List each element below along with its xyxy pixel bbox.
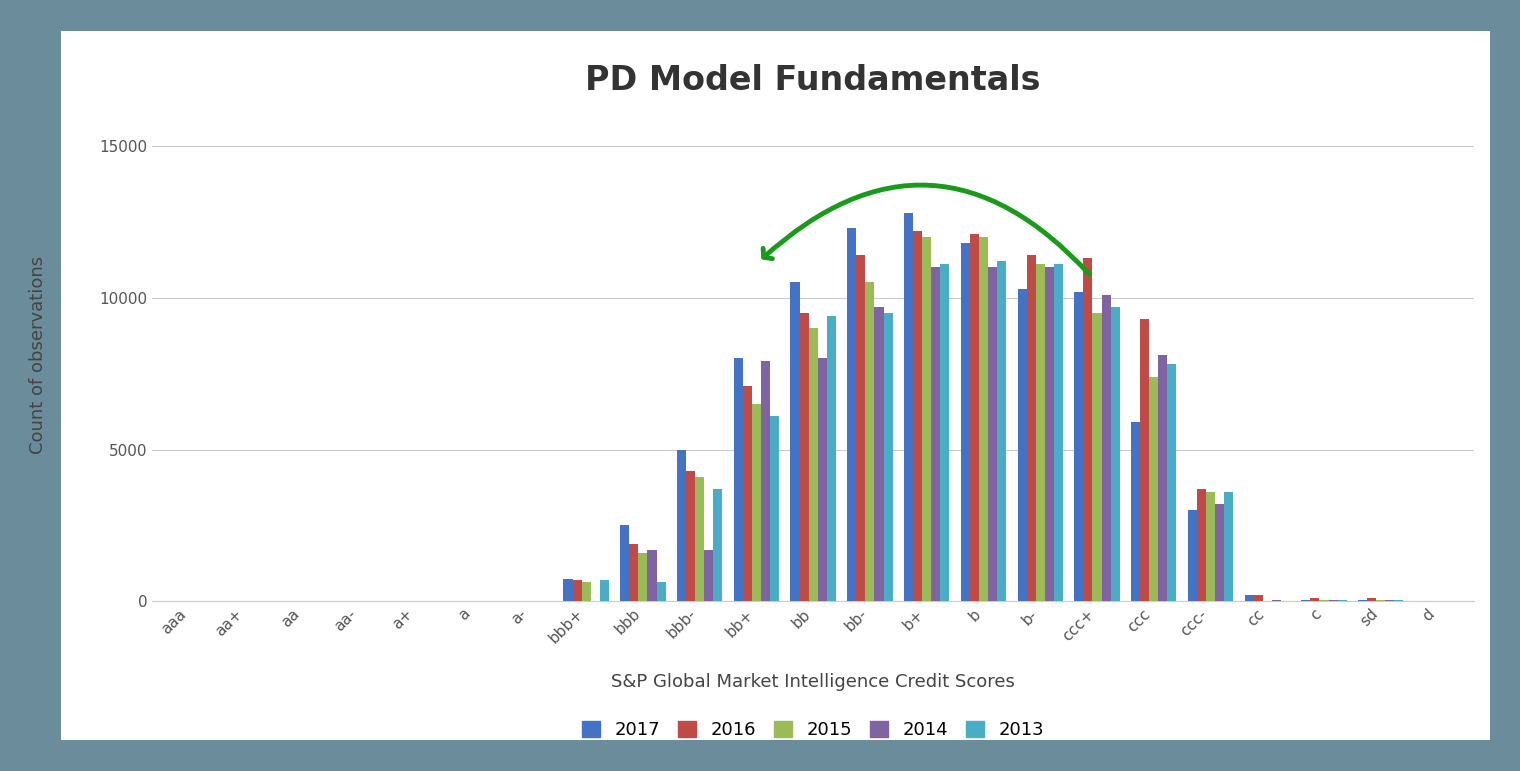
Bar <box>1044 268 1053 601</box>
Bar <box>1366 598 1376 601</box>
Bar <box>1026 255 1035 601</box>
Bar <box>997 261 1006 601</box>
Bar <box>1035 264 1044 601</box>
Bar <box>1167 365 1176 601</box>
Bar <box>1084 258 1093 601</box>
Text: Count of observations: Count of observations <box>29 256 47 453</box>
Bar <box>827 316 836 601</box>
Bar <box>1310 598 1319 601</box>
Bar <box>941 264 950 601</box>
Bar <box>1158 355 1167 601</box>
Bar <box>1187 510 1196 601</box>
Bar <box>704 550 713 601</box>
Bar <box>1338 600 1347 601</box>
Bar <box>1214 504 1224 601</box>
Bar <box>1102 295 1111 601</box>
Bar <box>856 255 865 601</box>
Bar <box>904 213 914 601</box>
Bar <box>1075 291 1084 601</box>
Bar <box>1111 307 1120 601</box>
Bar <box>686 471 695 601</box>
Bar <box>988 268 997 601</box>
Bar <box>629 544 638 601</box>
Bar <box>713 489 722 601</box>
Bar <box>573 580 582 601</box>
Bar <box>923 237 932 601</box>
Bar <box>1245 595 1254 601</box>
Text: PD Model Fundamentals: PD Model Fundamentals <box>585 65 1041 97</box>
Bar <box>734 359 743 601</box>
Bar <box>883 313 892 601</box>
Bar <box>818 359 827 601</box>
Bar <box>865 282 874 601</box>
Bar <box>914 231 923 601</box>
Bar <box>1224 492 1233 601</box>
Bar <box>1328 600 1338 601</box>
Bar <box>1272 600 1281 601</box>
Bar <box>657 581 666 601</box>
Bar <box>676 449 686 601</box>
Bar <box>979 237 988 601</box>
Bar <box>1093 313 1102 601</box>
Bar <box>620 526 629 601</box>
Bar <box>695 476 704 601</box>
Bar <box>1196 489 1205 601</box>
Bar <box>648 550 657 601</box>
Bar <box>970 234 979 601</box>
Bar <box>1205 492 1214 601</box>
Bar <box>809 328 818 601</box>
Bar <box>1140 319 1149 601</box>
Bar <box>1357 600 1366 601</box>
Legend: 2017, 2016, 2015, 2014, 2013: 2017, 2016, 2015, 2014, 2013 <box>575 714 1052 746</box>
Text: S&P Global Market Intelligence Credit Scores: S&P Global Market Intelligence Credit Sc… <box>611 673 1015 692</box>
Bar <box>874 307 883 601</box>
Bar <box>790 282 800 601</box>
Bar <box>638 553 648 601</box>
Bar <box>1149 376 1158 601</box>
Bar <box>1131 423 1140 601</box>
Bar <box>961 243 970 601</box>
Bar <box>1394 600 1403 601</box>
Bar <box>771 416 780 601</box>
Bar <box>1301 600 1310 601</box>
Bar <box>1319 600 1328 601</box>
Bar <box>582 581 591 601</box>
Bar <box>762 362 771 601</box>
Bar <box>752 404 762 601</box>
Bar <box>847 227 856 601</box>
Bar <box>932 268 941 601</box>
Bar <box>800 313 809 601</box>
Bar <box>1376 600 1385 601</box>
Bar <box>1017 288 1026 601</box>
Bar <box>1053 264 1062 601</box>
Bar <box>1385 600 1394 601</box>
Bar <box>1254 595 1263 601</box>
Bar <box>743 386 752 601</box>
Bar <box>600 580 610 601</box>
Bar <box>564 578 573 601</box>
